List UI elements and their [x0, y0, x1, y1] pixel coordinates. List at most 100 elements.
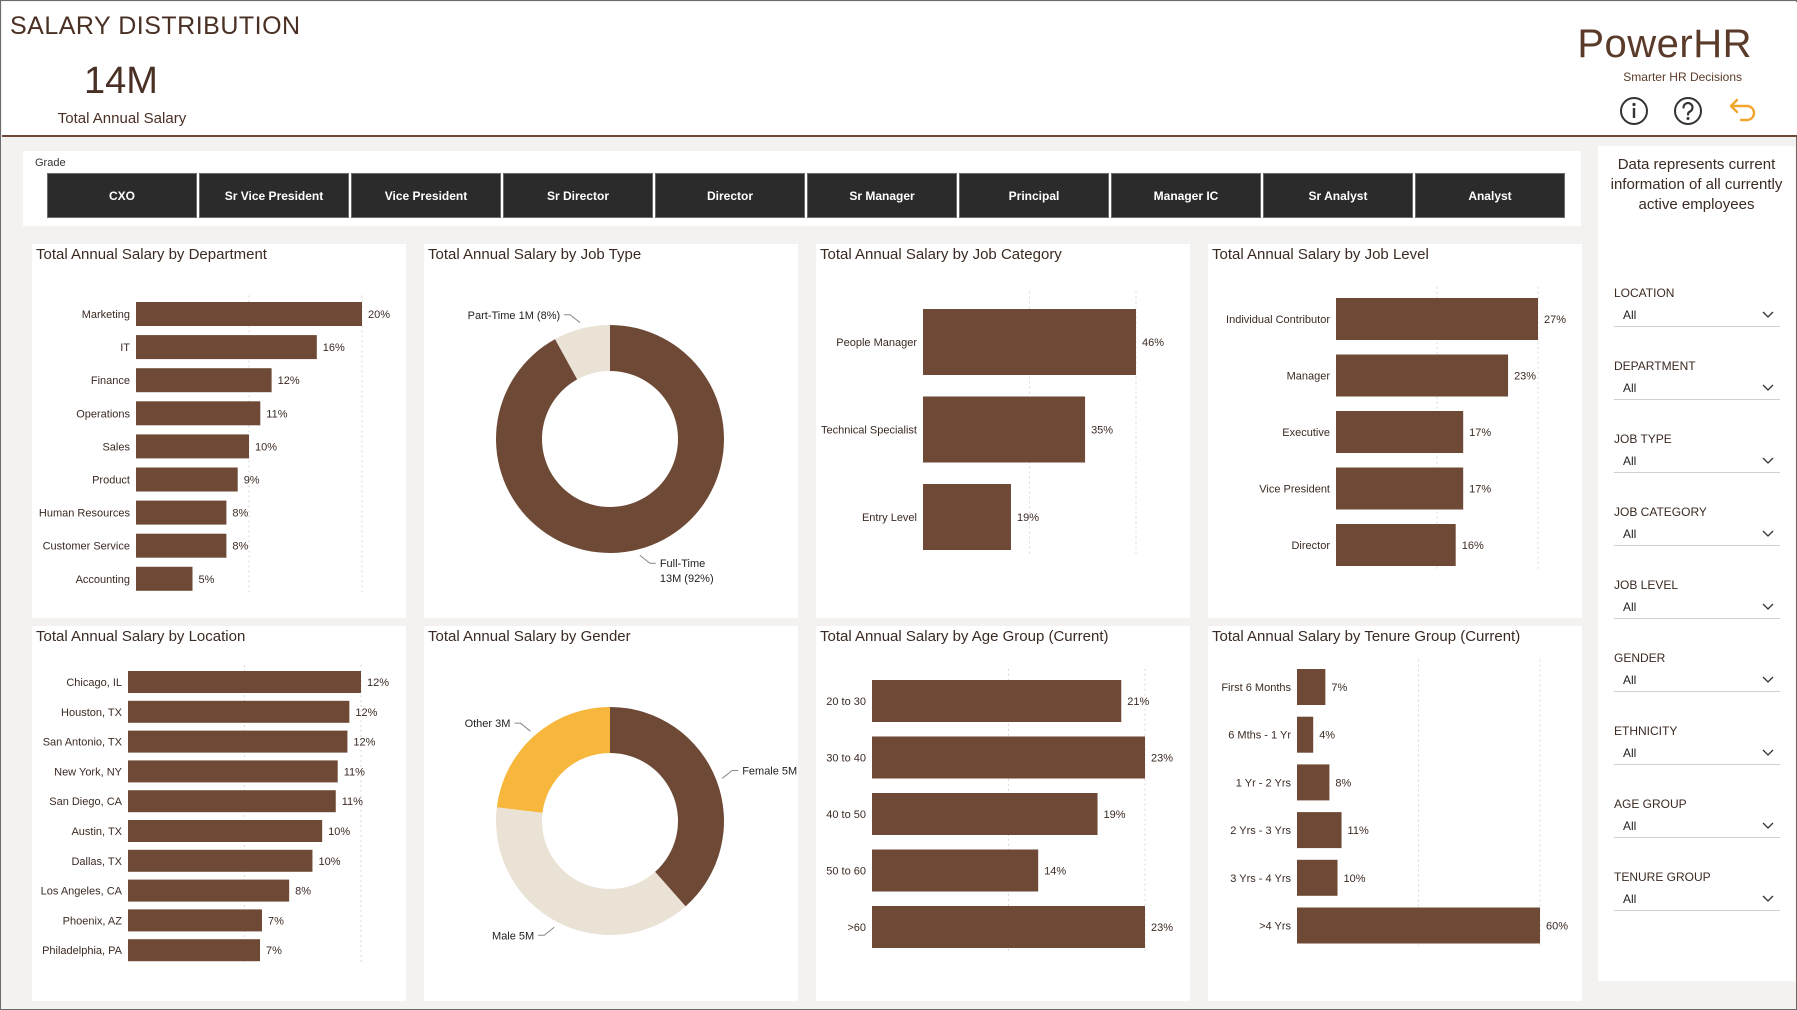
filter-dropdown[interactable]: All — [1614, 887, 1780, 911]
bar[interactable] — [872, 680, 1122, 722]
category-label: Manager — [1287, 371, 1331, 383]
grade-button[interactable]: Director — [655, 173, 805, 218]
back-arrow-icon[interactable] — [1725, 94, 1759, 128]
data-label: 35% — [1091, 425, 1113, 437]
filter-value: All — [1623, 818, 1637, 833]
bar[interactable] — [128, 939, 261, 962]
grade-button[interactable]: Sr Analyst — [1263, 173, 1413, 218]
help-icon[interactable] — [1671, 94, 1705, 128]
header-icon-group — [1617, 94, 1759, 128]
info-icon[interactable] — [1617, 94, 1651, 128]
bar[interactable] — [1336, 298, 1538, 340]
bar[interactable] — [1297, 907, 1540, 944]
filter-dropdown[interactable]: All — [1614, 522, 1780, 546]
donut-slice[interactable] — [495, 325, 724, 553]
category-label: Accounting — [76, 574, 130, 586]
bar[interactable] — [872, 793, 1098, 835]
chevron-down-icon — [1762, 311, 1774, 318]
bar[interactable] — [128, 760, 338, 783]
bar[interactable] — [136, 302, 362, 326]
filter-dropdown[interactable]: All — [1614, 668, 1780, 692]
panel-salary-by-location: Chicago, IL 12% Houston, TX 12% San Antonio,… — [32, 626, 406, 1001]
bar[interactable] — [128, 849, 313, 872]
slice-label: 13M (92%) — [660, 573, 714, 585]
filter-sidebar: Data represents current information of a… — [1598, 146, 1795, 981]
slice-label: Other 3M — [465, 718, 511, 730]
bar[interactable] — [136, 434, 249, 459]
category-label: 20 to 30 — [826, 696, 866, 708]
bar[interactable] — [128, 879, 290, 902]
filter-dropdown[interactable]: All — [1614, 303, 1780, 327]
grade-button[interactable]: Sr Manager — [807, 173, 957, 218]
filter-dropdown[interactable]: All — [1614, 595, 1780, 619]
data-label: 16% — [323, 342, 345, 354]
filter-value: All — [1623, 453, 1637, 468]
grade-button[interactable]: Principal — [959, 173, 1109, 218]
data-label: 12% — [278, 375, 300, 387]
data-label: 8% — [1335, 777, 1351, 789]
bar[interactable] — [1297, 764, 1330, 801]
bar[interactable] — [128, 730, 348, 753]
bar[interactable] — [923, 396, 1086, 463]
filter-label: AGE GROUP — [1614, 797, 1687, 811]
bar[interactable] — [872, 906, 1145, 948]
bar[interactable] — [872, 849, 1039, 892]
grade-button[interactable]: Vice President — [351, 173, 501, 218]
bar[interactable] — [923, 309, 1136, 375]
data-label: 17% — [1469, 484, 1491, 496]
bar[interactable] — [1336, 411, 1464, 453]
grade-button[interactable]: Sr Vice President — [199, 173, 349, 218]
bar[interactable] — [923, 484, 1011, 550]
grade-button[interactable]: CXO — [47, 173, 197, 218]
bar[interactable] — [1297, 716, 1314, 753]
grade-button[interactable]: Manager IC — [1111, 173, 1261, 218]
bar[interactable] — [136, 467, 238, 492]
bar[interactable] — [128, 790, 336, 813]
bar[interactable] — [1297, 859, 1338, 896]
panel-title: Total Annual Salary by Job Category — [820, 246, 1062, 263]
filter-dropdown[interactable]: All — [1614, 449, 1780, 473]
bar[interactable] — [128, 671, 361, 693]
filter-dropdown[interactable]: All — [1614, 376, 1780, 400]
bar[interactable] — [1336, 524, 1456, 566]
bar[interactable] — [136, 500, 227, 525]
data-label: 17% — [1469, 427, 1491, 439]
kpi-total-salary-value: 14M — [84, 60, 158, 102]
category-label: Marketing — [82, 309, 130, 321]
grade-button[interactable]: Analyst — [1415, 173, 1565, 218]
donut-slice[interactable] — [496, 707, 610, 813]
bar[interactable] — [1336, 354, 1509, 397]
filter-dropdown[interactable]: All — [1614, 741, 1780, 765]
donut-slice[interactable] — [610, 707, 724, 907]
data-label: 14% — [1044, 866, 1066, 878]
bar[interactable] — [136, 368, 272, 393]
donut-slice[interactable] — [496, 807, 686, 935]
bar[interactable] — [1297, 669, 1326, 705]
grade-button[interactable]: Sr Director — [503, 173, 653, 218]
bar[interactable] — [1336, 467, 1464, 510]
leader-line — [639, 554, 656, 564]
bar[interactable] — [136, 533, 227, 558]
chevron-down-icon — [1762, 676, 1774, 683]
bar[interactable] — [872, 736, 1145, 779]
bar[interactable] — [128, 820, 323, 842]
page-title: SALARY DISTRIBUTION — [10, 12, 301, 40]
category-label: 3 Yrs - 4 Yrs — [1230, 873, 1291, 885]
donut-slice[interactable] — [555, 325, 610, 380]
bar[interactable] — [128, 909, 262, 932]
chart-svg: Chicago, IL 12% Houston, TX 12% San Antonio,… — [41, 665, 389, 964]
data-label: 10% — [255, 441, 277, 453]
data-label: 12% — [355, 707, 377, 719]
category-label: 40 to 50 — [826, 809, 866, 821]
category-label: San Antonio, TX — [43, 737, 123, 749]
category-label: Executive — [1282, 427, 1330, 439]
bar[interactable] — [1297, 812, 1342, 849]
category-label: >4 Yrs — [1259, 921, 1291, 933]
bar[interactable] — [136, 335, 317, 360]
bar[interactable] — [136, 401, 261, 426]
bar[interactable] — [128, 700, 350, 723]
chevron-down-icon — [1762, 384, 1774, 391]
bar[interactable] — [136, 566, 193, 591]
data-label: 11% — [266, 408, 287, 420]
filter-dropdown[interactable]: All — [1614, 814, 1780, 838]
